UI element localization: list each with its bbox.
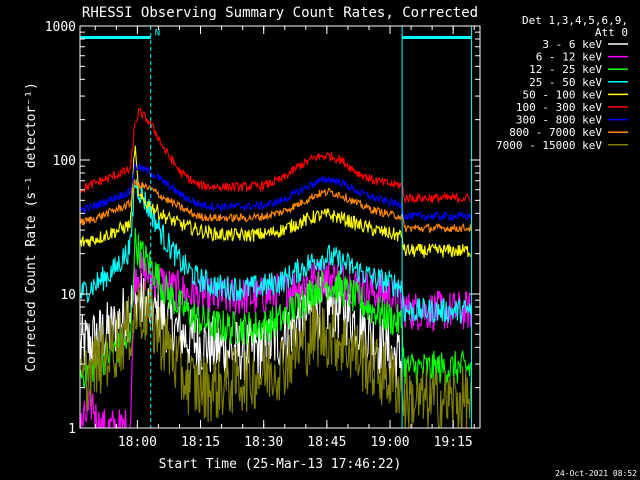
x-tick-label-3: 18:45 xyxy=(307,435,346,450)
legend-header-0: Det 1,3,4,5,6,9, xyxy=(522,14,628,27)
series-line-1 xyxy=(79,252,472,429)
series-line-8 xyxy=(79,280,472,429)
chart-title: RHESSI Observing Summary Count Rates, Co… xyxy=(82,5,478,21)
legend-label-0: 3 - 6 keV xyxy=(542,38,602,51)
y-tick-label-2: 100 xyxy=(53,154,76,169)
x-tick-label-5: 19:15 xyxy=(434,435,473,450)
x-tick-label-1: 18:15 xyxy=(181,435,220,450)
x-axis-label: Start Time (25-Mar-13 17:46:22) xyxy=(159,457,402,472)
legend-label-1: 6 - 12 keV xyxy=(536,51,603,64)
y-axis-label: Corrected Count Rate (s⁻¹ detector⁻¹) xyxy=(24,82,39,372)
timestamp: 24-Oct-2021 08:52 xyxy=(555,469,637,478)
x-tick-label-2: 18:30 xyxy=(244,435,283,450)
series-line-7 xyxy=(79,178,472,234)
x-tick-label-0: 18:00 xyxy=(118,435,157,450)
legend-label-8: 7000 - 15000 keV xyxy=(496,139,602,152)
legend-header-1: Att 0 xyxy=(595,26,628,39)
x-tick-label-4: 19:00 xyxy=(370,435,409,450)
y-tick-label-3: 1000 xyxy=(45,20,76,35)
legend-label-7: 800 - 7000 keV xyxy=(509,126,602,139)
legend-label-5: 100 - 300 keV xyxy=(516,101,602,114)
y-tick-label-0: 1 xyxy=(68,422,76,437)
legend-label-3: 25 - 50 keV xyxy=(529,76,602,89)
night-marker-label-0: N xyxy=(155,28,160,38)
plot-frame xyxy=(79,25,481,429)
legend-label-6: 300 - 800 keV xyxy=(516,114,602,127)
legend-label-4: 50 - 100 keV xyxy=(523,88,603,101)
plot-area: N 1 10 100 1000 18:00 18:15 18:30 18:45 19:00 19:1… xyxy=(45,20,480,450)
series-line-5 xyxy=(79,107,472,205)
series-line-3 xyxy=(79,178,472,324)
series-line-6 xyxy=(79,162,472,223)
series-line-4 xyxy=(79,145,472,258)
y-tick-label-1: 10 xyxy=(60,288,76,303)
legend-label-2: 12 - 25 keV xyxy=(529,63,602,76)
